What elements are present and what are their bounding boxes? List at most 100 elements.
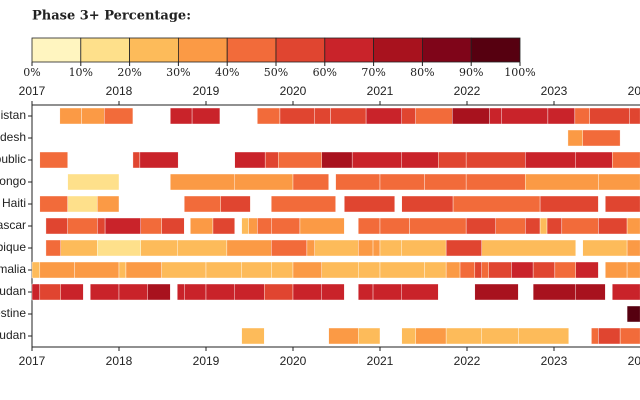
segment bbox=[184, 283, 207, 301]
segment bbox=[205, 283, 235, 301]
row-label: Afghanistan bbox=[0, 108, 26, 122]
segment bbox=[351, 151, 402, 169]
segment bbox=[495, 217, 526, 235]
segment bbox=[125, 261, 162, 279]
segment bbox=[45, 217, 68, 235]
segment bbox=[118, 283, 148, 301]
colorbar-tick-label: 40% bbox=[215, 66, 239, 79]
x-tick-label-top: 2021 bbox=[367, 84, 394, 98]
segment bbox=[271, 239, 308, 257]
segment bbox=[60, 283, 84, 301]
segment bbox=[525, 173, 599, 191]
segment bbox=[401, 151, 439, 169]
segment bbox=[409, 217, 467, 235]
segment bbox=[539, 195, 599, 213]
segment bbox=[612, 151, 640, 169]
segment bbox=[629, 107, 640, 125]
x-tick-label-bottom: 2019 bbox=[193, 354, 220, 368]
segment bbox=[67, 173, 120, 191]
segment bbox=[489, 107, 502, 125]
segment bbox=[271, 261, 294, 279]
segment bbox=[306, 239, 315, 257]
segment bbox=[589, 107, 630, 125]
segment bbox=[234, 283, 265, 301]
colorbar-tick-label: 30% bbox=[166, 66, 190, 79]
segment bbox=[104, 217, 141, 235]
segment bbox=[525, 151, 576, 169]
segment bbox=[626, 217, 640, 235]
segment bbox=[379, 261, 425, 279]
segment bbox=[518, 327, 569, 345]
segment bbox=[598, 173, 640, 191]
segment bbox=[292, 261, 322, 279]
segment bbox=[220, 195, 251, 213]
colorbar-tick-label: 70% bbox=[361, 66, 385, 79]
segment bbox=[118, 261, 127, 279]
segment bbox=[372, 283, 402, 301]
segment bbox=[278, 151, 322, 169]
segment bbox=[452, 107, 490, 125]
segment bbox=[561, 217, 599, 235]
row-label: Haiti bbox=[2, 196, 26, 210]
x-tick-label-top: 2019 bbox=[193, 84, 220, 98]
x-tick-label-top: 2020 bbox=[280, 84, 307, 98]
segment bbox=[140, 239, 178, 257]
x-tick-label-bottom: 2018 bbox=[106, 354, 133, 368]
segment bbox=[328, 327, 359, 345]
colorbar-tick-label: 90% bbox=[459, 66, 483, 79]
colorbar-tick-label: 10% bbox=[69, 66, 93, 79]
segment bbox=[205, 261, 242, 279]
segment bbox=[45, 239, 61, 257]
x-tick-label-top: 2017 bbox=[19, 84, 46, 98]
segment bbox=[424, 261, 447, 279]
segment bbox=[575, 261, 599, 279]
segment bbox=[626, 239, 640, 257]
segment bbox=[465, 151, 526, 169]
segment bbox=[257, 217, 272, 235]
segment bbox=[161, 217, 185, 235]
segment bbox=[140, 217, 162, 235]
segment bbox=[67, 217, 98, 235]
segment bbox=[264, 283, 294, 301]
segment bbox=[582, 239, 628, 257]
segment bbox=[452, 195, 541, 213]
segment bbox=[465, 173, 526, 191]
segment bbox=[415, 327, 447, 345]
chart-title: Phase 3+ Percentage: bbox=[32, 9, 191, 24]
segment bbox=[401, 327, 416, 345]
segment bbox=[379, 217, 410, 235]
segment bbox=[379, 173, 425, 191]
segment bbox=[532, 283, 576, 301]
segment bbox=[474, 283, 519, 301]
colorbar-bin bbox=[129, 37, 179, 63]
segment bbox=[59, 107, 82, 125]
segment bbox=[97, 195, 120, 213]
segment bbox=[248, 217, 258, 235]
segment bbox=[525, 217, 541, 235]
segment bbox=[74, 261, 120, 279]
segment bbox=[372, 239, 381, 257]
segment bbox=[335, 173, 381, 191]
segment bbox=[511, 261, 534, 279]
colorbar-bin bbox=[324, 37, 374, 63]
segment bbox=[554, 261, 576, 279]
segment bbox=[31, 261, 41, 279]
segment bbox=[60, 239, 98, 257]
segment bbox=[241, 261, 272, 279]
colorbar-bin bbox=[226, 37, 277, 63]
segment bbox=[401, 107, 416, 125]
colorbar-tick-label: 80% bbox=[410, 66, 434, 79]
segment bbox=[626, 261, 640, 279]
colorbar-bin bbox=[275, 37, 326, 63]
segment bbox=[575, 283, 606, 301]
segment bbox=[279, 107, 315, 125]
colorbar-tick-label: 0% bbox=[23, 66, 40, 79]
segment bbox=[567, 129, 583, 147]
segment bbox=[575, 151, 613, 169]
segment bbox=[314, 107, 331, 125]
segment bbox=[292, 283, 322, 301]
segment bbox=[271, 217, 301, 235]
segment bbox=[605, 261, 628, 279]
x-tick-label-top: 2018 bbox=[106, 84, 133, 98]
segment bbox=[344, 195, 395, 213]
